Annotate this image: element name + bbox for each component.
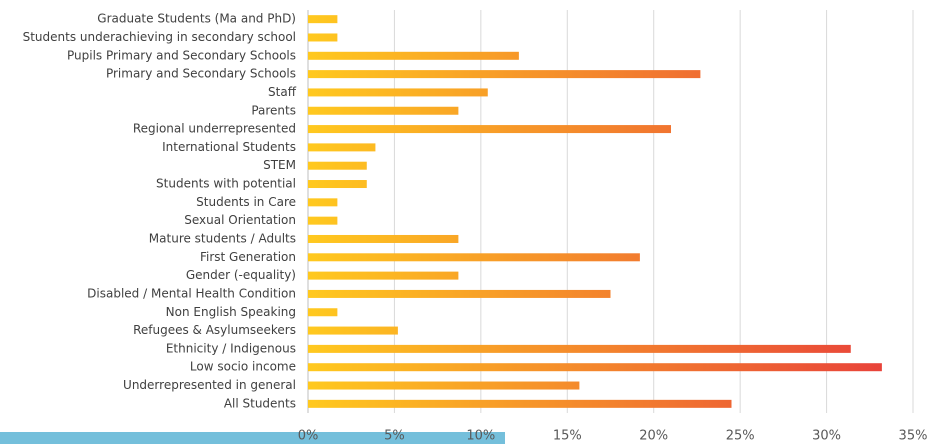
x-tick-label: 25% — [726, 429, 755, 444]
y-tick-label: Non English Speaking — [166, 305, 296, 319]
x-tick-label: 10% — [466, 429, 495, 444]
bar — [308, 399, 732, 408]
bar — [308, 344, 851, 353]
x-tick-label: 15% — [553, 429, 582, 444]
x-tick-label: 35% — [899, 429, 928, 444]
y-tick-label: STEM — [263, 158, 296, 172]
x-tick-label: 30% — [812, 429, 841, 444]
x-tick-label: 20% — [639, 429, 668, 444]
bar — [308, 381, 580, 390]
y-tick-label: Refugees & Asylumseekers — [133, 323, 296, 337]
bar — [308, 216, 338, 225]
y-tick-label: Staff — [268, 85, 297, 99]
bar — [308, 308, 338, 317]
x-tick-label: 5% — [384, 429, 405, 444]
bar — [308, 180, 367, 189]
bar — [308, 234, 459, 243]
bar — [308, 143, 376, 152]
bar — [308, 125, 671, 134]
decoration-bar — [0, 432, 505, 444]
bar — [308, 15, 338, 24]
y-tick-label: Primary and Secondary Schools — [106, 67, 296, 81]
bar — [308, 106, 459, 115]
bar — [308, 51, 519, 60]
y-tick-label: Gender (-equality) — [186, 268, 296, 282]
bar — [308, 198, 338, 207]
y-tick-label: Regional underrepresented — [133, 122, 296, 136]
y-tick-label: Students with potential — [156, 177, 296, 191]
bar — [308, 271, 459, 280]
y-tick-label: Mature students / Adults — [149, 231, 296, 245]
y-tick-label: Disabled / Mental Health Condition — [87, 286, 296, 300]
bar — [308, 88, 488, 97]
y-tick-label: Students in Care — [196, 195, 296, 209]
y-tick-label: Parents — [251, 103, 296, 117]
y-tick-label: International Students — [162, 140, 296, 154]
bar — [308, 70, 701, 79]
y-tick-label: All Students — [224, 396, 296, 410]
y-tick-label: Graduate Students (Ma and PhD) — [97, 12, 296, 26]
y-tick-label: Ethnicity / Indigenous — [166, 341, 296, 355]
y-tick-label: Underrepresented in general — [123, 378, 296, 392]
bar — [308, 289, 611, 298]
y-tick-label: First Generation — [200, 250, 296, 264]
y-tick-label: Students underachieving in secondary sch… — [23, 30, 296, 44]
bar — [308, 33, 338, 42]
y-tick-label: Sexual Orientation — [184, 213, 296, 227]
bar — [308, 363, 882, 372]
bar — [308, 253, 640, 262]
x-tick-label: 0% — [298, 429, 319, 444]
bar — [308, 161, 367, 170]
y-tick-label: Low socio income — [190, 360, 296, 374]
bar — [308, 326, 398, 335]
y-tick-label: Pupils Primary and Secondary Schools — [67, 48, 296, 62]
